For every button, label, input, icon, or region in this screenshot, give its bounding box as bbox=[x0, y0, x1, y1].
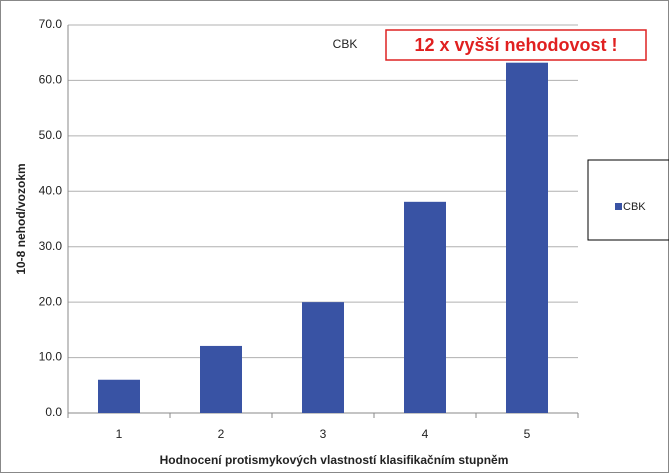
legend-box bbox=[587, 159, 669, 241]
x-tick-label: 1 bbox=[116, 427, 123, 441]
legend-swatch bbox=[615, 203, 622, 210]
legend-label: CBK bbox=[623, 201, 646, 213]
bar bbox=[404, 201, 446, 413]
annotation: 12 x vyšší nehodovost ! bbox=[414, 35, 617, 55]
x-tick-label: 4 bbox=[422, 427, 429, 441]
y-tick-label: 10.0 bbox=[39, 350, 63, 364]
x-tick-label: 3 bbox=[320, 427, 327, 441]
x-axis-label: Hodnocení protismykových vlastností klas… bbox=[160, 453, 509, 467]
x-tick-label: 5 bbox=[524, 427, 531, 441]
bar bbox=[506, 62, 548, 413]
y-tick-label: 40.0 bbox=[39, 183, 63, 197]
x-tick-label: 2 bbox=[218, 427, 225, 441]
chart-title: CBK bbox=[333, 37, 358, 51]
y-tick-label: 50.0 bbox=[39, 128, 63, 142]
annotation-box bbox=[385, 29, 647, 61]
y-tick-label: 70.0 bbox=[39, 17, 63, 31]
y-tick-label: 20.0 bbox=[39, 294, 63, 308]
bar bbox=[200, 345, 242, 413]
y-tick-label: 0.0 bbox=[45, 405, 62, 419]
bar bbox=[302, 302, 344, 413]
y-tick-label: 30.0 bbox=[39, 239, 63, 253]
y-tick-label: 60.0 bbox=[39, 73, 63, 87]
y-axis-label: 10-8 nehod/vozokm bbox=[14, 163, 28, 274]
bar bbox=[98, 379, 140, 413]
